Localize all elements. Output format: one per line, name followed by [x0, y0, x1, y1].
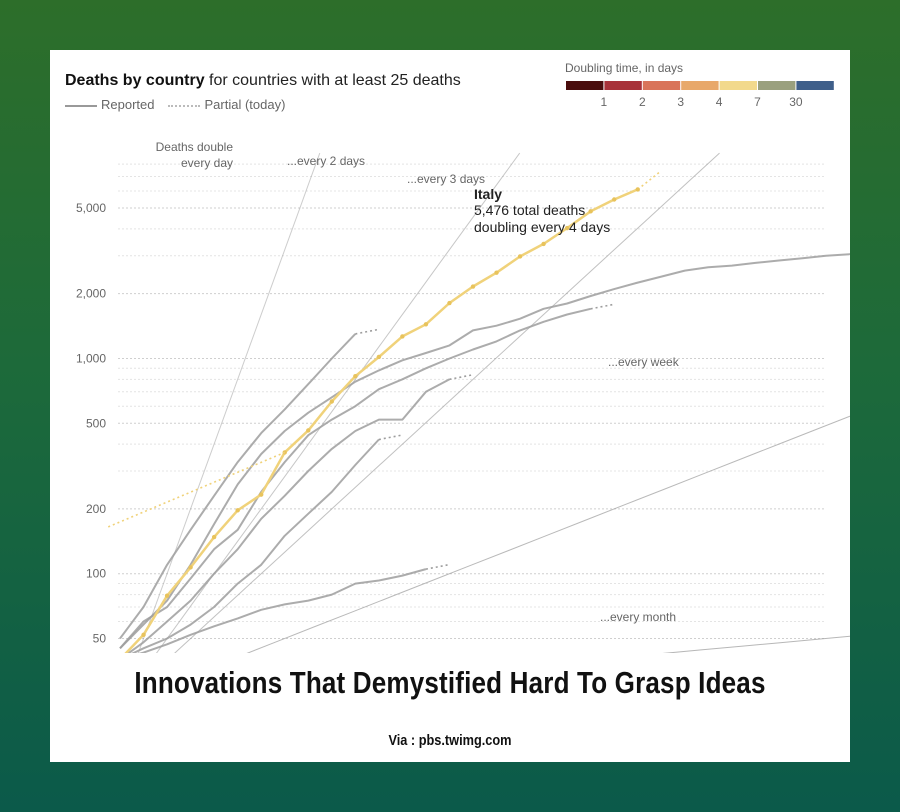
y-tick-label: 5,000 — [76, 201, 106, 215]
doubling-scale-swatch — [566, 81, 604, 90]
doubling-scale-swatch — [642, 81, 681, 90]
series-line — [119, 307, 591, 649]
doubling-guide-line-30d — [662, 635, 850, 653]
doubling-scale-label: 1 — [601, 95, 608, 109]
italy-point — [164, 593, 170, 598]
italy-point — [541, 241, 546, 247]
caption-source: Via : pbs.twimg.com — [388, 732, 512, 749]
italy-point — [141, 632, 146, 638]
italy-partial-projection — [107, 451, 286, 528]
partial-line-swatch — [168, 104, 201, 107]
guide-label-week: ...every week — [608, 355, 680, 369]
italy-point — [517, 254, 523, 259]
italy-point — [423, 322, 429, 327]
y-tick-label: 200 — [86, 502, 106, 516]
doubling-guide-line-7d — [246, 415, 850, 653]
legend-partial-label: Partial (today) — [204, 97, 286, 112]
series-partial-tail — [637, 170, 662, 191]
caption-title: Innovations That Demystified Hard To Gra… — [134, 665, 766, 700]
italy-point — [612, 197, 617, 202]
italy-annotation-doubling: doubling every 4 days — [474, 219, 610, 235]
doubling-scale-swatch — [681, 81, 719, 90]
series-group — [107, 170, 850, 653]
italy-point — [564, 225, 570, 231]
guide-label-three-days: ...every 3 days — [407, 172, 485, 186]
doubling-scale-swatch — [796, 81, 834, 90]
italy-point — [329, 399, 334, 404]
doubling-legend-title: Doubling time, in days — [565, 61, 684, 75]
series-line — [131, 438, 380, 653]
doubling-scale-swatch — [719, 81, 757, 90]
italy-point — [400, 334, 405, 339]
guide-label-two-days: ...every 2 days — [287, 154, 365, 168]
y-tick-label: 100 — [86, 567, 106, 581]
italy-point — [494, 270, 499, 275]
series-partial-tail — [425, 563, 450, 570]
minor-gridlines — [118, 163, 826, 622]
italy-annotation-country: Italy — [474, 186, 502, 202]
series-partial-tail — [378, 434, 403, 441]
series-line — [119, 253, 850, 650]
doubling-scale-label: 4 — [716, 95, 723, 109]
italy-point — [259, 492, 264, 497]
italy-point — [306, 428, 311, 433]
doubling-scale-label: 2 — [639, 95, 646, 109]
chart-card: 50 100 200 500 1,000 2,000 5,000 Deaths double e… — [50, 50, 850, 762]
italy-point — [235, 508, 240, 513]
doubling-guide-line-1d — [137, 152, 321, 653]
series-line — [138, 568, 427, 653]
italy-point — [188, 565, 193, 570]
reported-line-swatch — [65, 104, 97, 107]
y-tick-label: 1,000 — [76, 351, 106, 365]
italy-point — [376, 354, 382, 360]
chart-svg: 50 100 200 500 1,000 2,000 5,000 Deaths double e… — [76, 81, 850, 653]
guide-label-month: ...every month — [600, 610, 676, 624]
italy-point — [353, 374, 358, 379]
chart-title-rest: for countries with at least 25 deaths — [204, 72, 461, 89]
doubling-scale-label: 7 — [754, 95, 761, 109]
guide-label-day-2: every day — [181, 156, 233, 170]
chart-title-bold: Deaths by country — [65, 72, 205, 89]
series-line — [127, 378, 450, 653]
italy-annotation-total: 5,476 total deaths — [474, 202, 585, 218]
y-tick-label: 2,000 — [76, 287, 106, 301]
doubling-guide-line-2d — [155, 152, 521, 653]
italy-point — [447, 300, 452, 306]
series-partial-tail — [590, 303, 615, 310]
doubling-scale-label: 3 — [677, 95, 684, 109]
doubling-scale-label: 30 — [789, 95, 803, 109]
italy-point — [211, 534, 217, 540]
italy-point — [588, 209, 593, 214]
doubling-guide-line-3d — [174, 152, 720, 653]
line-type-legend: Reported Partial (today) — [65, 97, 285, 112]
chart-title: Deaths by country for countries with at … — [65, 72, 461, 90]
italy-point — [635, 187, 640, 192]
guide-label-day-1: Deaths double — [156, 140, 234, 154]
series-partial-tail — [355, 328, 380, 335]
legend-reported-label: Reported — [101, 97, 155, 112]
doubling-scale-swatch — [758, 81, 796, 90]
italy-point — [470, 284, 476, 289]
chart-area: 50 100 200 500 1,000 2,000 5,000 Deaths double e… — [50, 50, 850, 653]
y-tick-label: 50 — [93, 632, 107, 646]
y-tick-label: 500 — [86, 416, 106, 430]
caption-panel: Innovations That Demystified Hard To Gra… — [50, 653, 850, 762]
series-partial-tail — [449, 373, 474, 381]
doubling-scale-swatch — [604, 81, 642, 90]
series-line — [119, 333, 357, 640]
